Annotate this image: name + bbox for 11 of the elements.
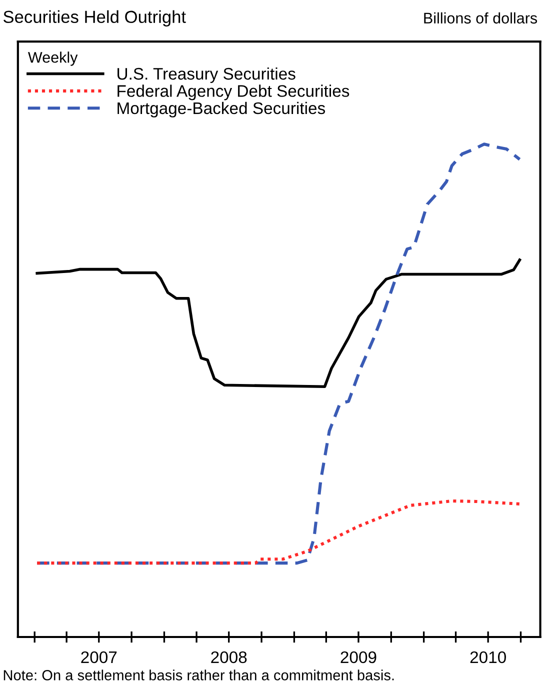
text: Billions of dollars	[424, 12, 538, 24]
text: Note: On a settlement basis rather than a commitment basis.	[4, 670, 394, 680]
legend-label: Mortgage-Backed Securities	[118, 102, 326, 118]
legend-label: U.S. Treasury Securities	[118, 67, 296, 84]
x-tick-label: 2008	[211, 651, 247, 664]
x-tick-label: 2009	[340, 651, 376, 664]
chart-title: Securities Held Outright	[4, 10, 186, 26]
x-tick-label: 2007	[81, 651, 117, 664]
x-tick-label: 2010	[470, 651, 506, 664]
legend-title: Weekly	[28, 52, 78, 66]
legend-label: Federal Agency Debt Securities	[118, 84, 350, 100]
